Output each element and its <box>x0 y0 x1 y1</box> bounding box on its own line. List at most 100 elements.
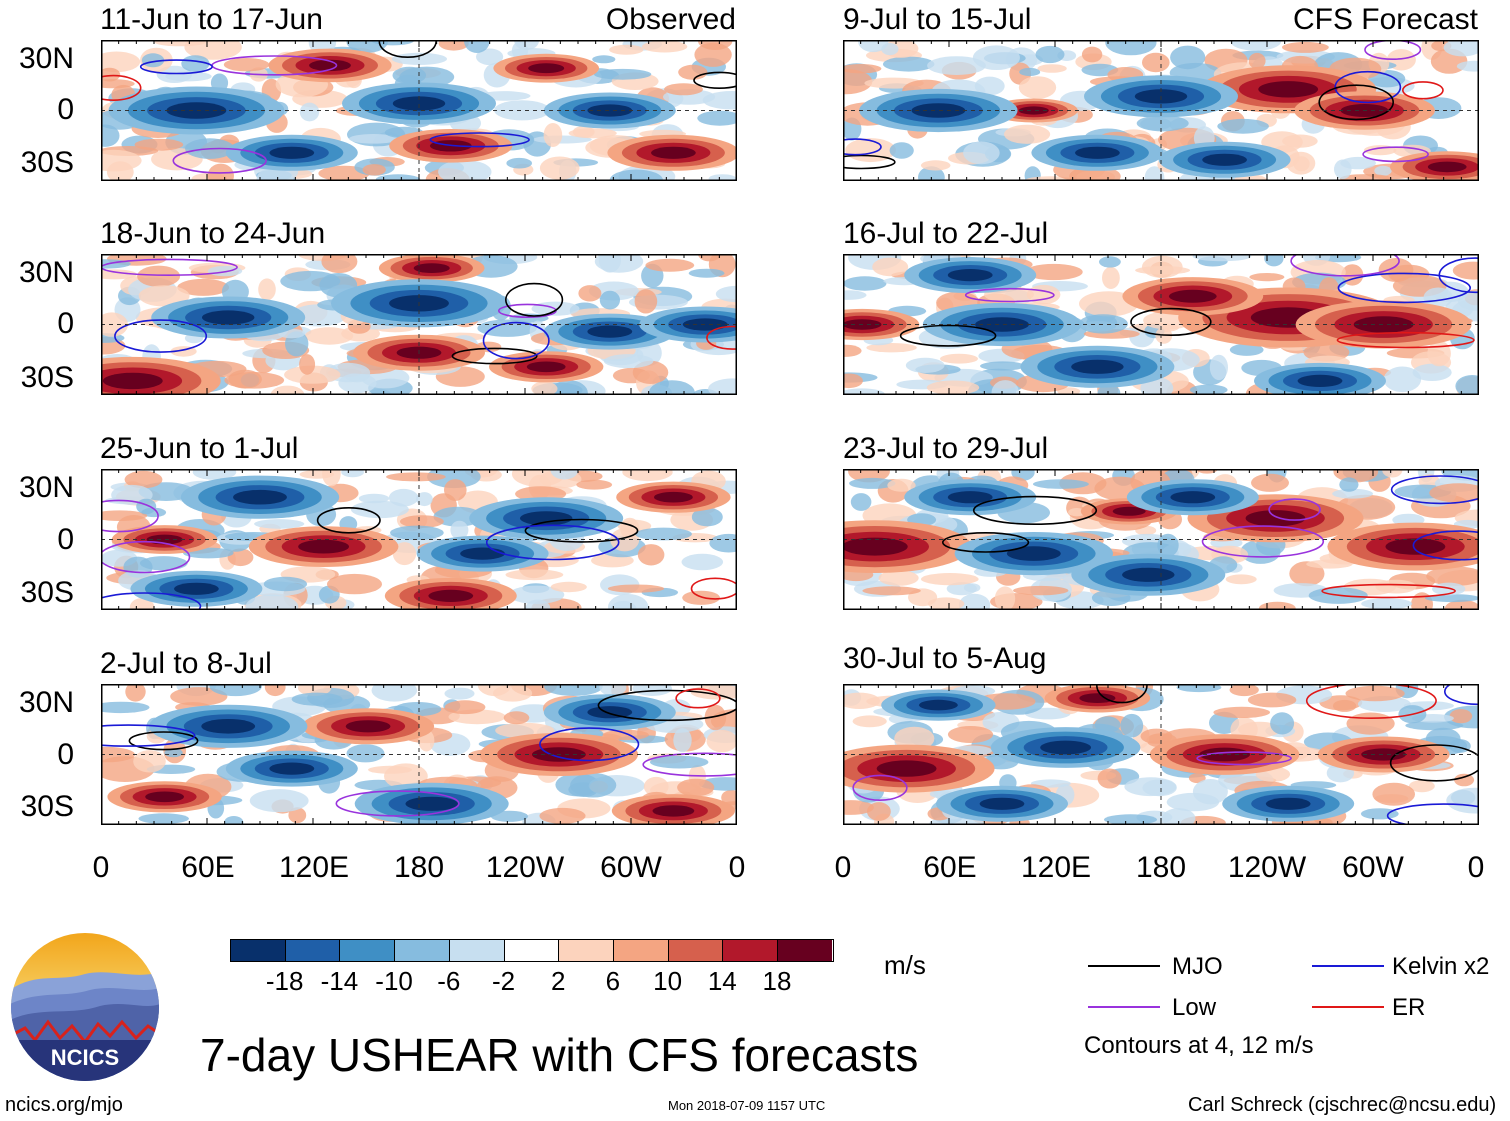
shading-blob <box>428 589 474 602</box>
shading-cell <box>137 265 181 287</box>
contour-line <box>1321 583 1456 599</box>
shading-cell <box>664 83 703 96</box>
shading-blob <box>528 63 565 74</box>
shading-blob <box>520 511 573 526</box>
shading-blob <box>979 797 1025 810</box>
shading-cell <box>681 553 724 571</box>
shading-cell <box>1142 52 1170 73</box>
shading-cell <box>1247 692 1297 708</box>
contour-line <box>852 774 908 802</box>
shading-cell <box>124 470 163 489</box>
shading-cell <box>1412 363 1452 381</box>
lon-label-left-0: 0 <box>92 851 110 884</box>
shading-cell <box>539 156 580 180</box>
shading-cell <box>400 515 444 528</box>
colorbar-swatch <box>777 939 833 961</box>
shading-cell <box>921 573 979 586</box>
contour-line <box>1389 744 1479 782</box>
shading-cell <box>327 573 382 595</box>
shading-cell <box>505 569 564 581</box>
shading-blob <box>1006 546 1061 561</box>
lat-label-30n-row1: 30N <box>18 42 74 75</box>
shading-blob <box>919 699 958 711</box>
shading-cell <box>525 599 551 610</box>
contour-line <box>1337 272 1471 304</box>
shading-cell <box>1446 787 1479 814</box>
shading-cell <box>697 110 737 126</box>
contour-line <box>964 287 1055 303</box>
contour-line <box>101 74 142 101</box>
contour-line <box>706 325 737 350</box>
contour-line <box>693 71 737 89</box>
shading-cell <box>1251 473 1289 492</box>
shading-cell <box>881 43 899 56</box>
shading-blob <box>269 762 315 775</box>
shading-cell <box>503 711 530 725</box>
map-panel-forecast-1 <box>843 40 1479 181</box>
shading-cell <box>506 157 532 169</box>
contour-line <box>1201 525 1325 558</box>
shading-cell <box>390 525 444 540</box>
shading-cell <box>1135 266 1191 275</box>
shading-cell <box>1443 40 1479 57</box>
shading-cell <box>1423 287 1453 308</box>
shading-cell <box>511 41 529 60</box>
shading-cell <box>1099 256 1121 268</box>
shading-cell <box>134 138 184 151</box>
shading-cell <box>388 488 419 507</box>
shading-cell <box>299 102 320 122</box>
colorbar-swatch <box>503 939 559 961</box>
colorbar-swatch <box>230 939 286 961</box>
shading-blob <box>876 760 937 777</box>
shading-cell <box>1188 773 1206 784</box>
shading-blob <box>975 317 1029 332</box>
shading-cell <box>249 789 309 813</box>
shading-cell <box>1405 720 1464 731</box>
shading-blob <box>947 491 993 504</box>
shading-cell <box>138 285 190 307</box>
shading-cell <box>1037 64 1067 73</box>
lat-label-30s-row3: 30S <box>20 576 74 609</box>
legend-er-label: ER <box>1392 994 1426 1021</box>
shading-cell <box>550 581 587 593</box>
colorbar-tick <box>777 939 778 961</box>
shading-cell <box>1424 594 1479 603</box>
map-panel-observed-3 <box>101 469 737 610</box>
shading-cell <box>346 744 385 763</box>
shading-blob <box>1018 106 1049 115</box>
shading-cell <box>852 715 887 728</box>
shading-cell <box>1455 375 1479 395</box>
shading-cell <box>416 492 433 507</box>
shading-cell <box>1170 45 1206 70</box>
shading-cell <box>228 369 262 389</box>
shading-cell <box>346 40 388 53</box>
shading-cell <box>477 319 537 337</box>
colorbar-tick <box>339 939 341 961</box>
ncics-logo: NCICS <box>11 933 159 1081</box>
shading-cell <box>463 40 490 53</box>
shading-blob <box>1199 747 1250 762</box>
footer-url[interactable]: ncics.org/mjo <box>5 1094 123 1116</box>
shading-cell <box>258 278 276 301</box>
shading-blob <box>947 269 993 282</box>
colorbar-tick <box>667 939 669 961</box>
shading-cell <box>531 381 558 395</box>
colorbar-tick <box>284 939 286 961</box>
svg-text:NCICS: NCICS <box>51 1045 119 1070</box>
shading-cell <box>164 748 183 758</box>
shading-cell <box>850 493 872 511</box>
shading-cell <box>843 388 886 395</box>
shading-cell <box>263 576 308 592</box>
lon-label-left-60e: 60E <box>181 851 235 884</box>
shading-cell <box>1361 598 1413 610</box>
shading-cell <box>920 160 951 171</box>
shading-cell <box>1104 814 1157 825</box>
contour-line <box>1390 475 1479 505</box>
shading-cell <box>101 51 141 73</box>
shading-cell <box>862 586 921 596</box>
shading-cell <box>926 380 980 395</box>
shading-blob <box>309 59 351 72</box>
shading-blob <box>460 547 505 560</box>
shading-blob <box>413 263 450 273</box>
colorbar-tick-label: 10 <box>653 966 683 996</box>
